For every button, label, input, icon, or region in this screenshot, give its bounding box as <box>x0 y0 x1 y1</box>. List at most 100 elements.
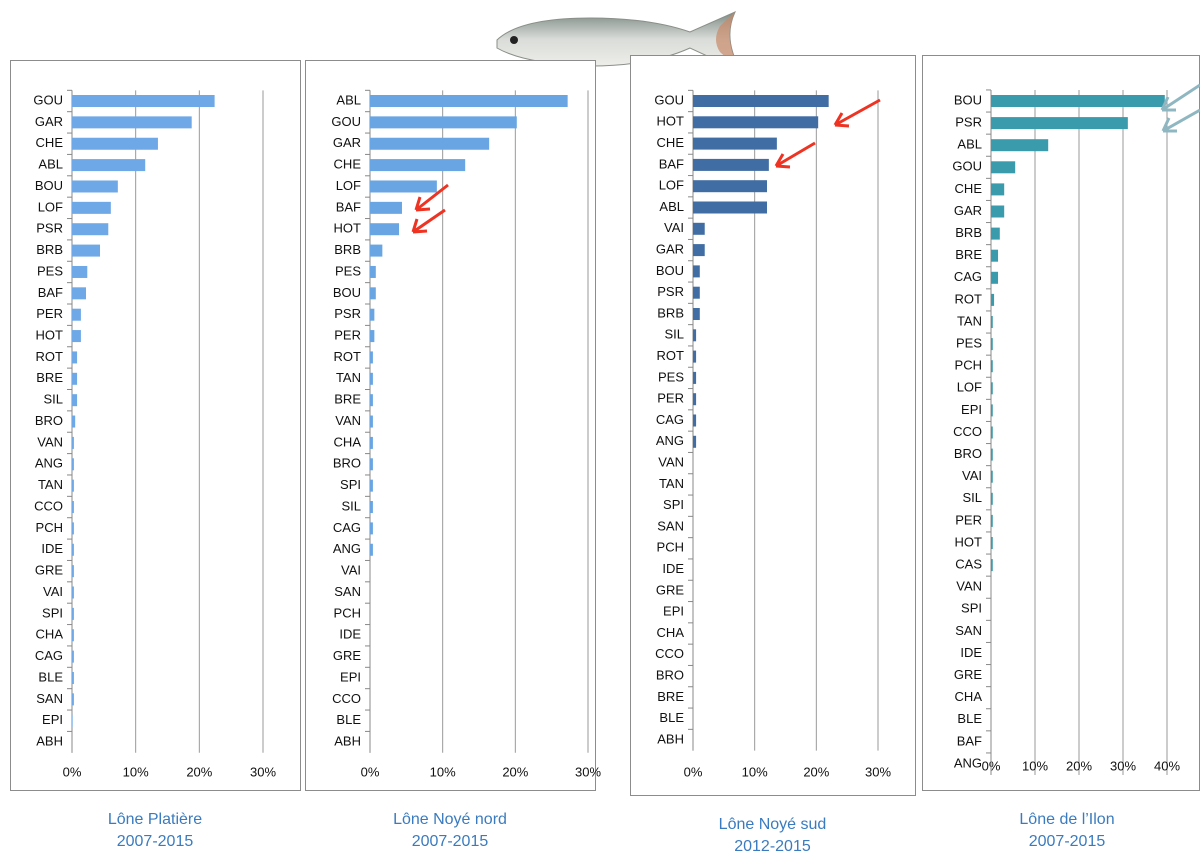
y-tick-label: ROT <box>657 348 685 363</box>
bar <box>693 244 705 257</box>
y-tick-label: ANG <box>333 541 361 556</box>
bar <box>370 159 466 172</box>
y-tick-label: BRB <box>657 305 684 320</box>
y-tick-label: HOT <box>334 221 362 236</box>
y-tick-label: SIL <box>962 490 982 505</box>
bar <box>72 693 74 706</box>
bar <box>72 671 74 684</box>
x-tick-label: 20% <box>502 764 528 779</box>
y-tick-label: VAN <box>335 413 361 428</box>
y-tick-label: ROT <box>36 349 64 364</box>
y-tick-label: PES <box>658 369 684 384</box>
x-tick-label: 0% <box>63 764 82 779</box>
y-tick-label: ABL <box>336 92 361 107</box>
y-tick-label: SIL <box>43 392 63 407</box>
y-tick-label: CCO <box>332 691 361 706</box>
y-tick-label: CAS <box>955 557 982 572</box>
y-tick-label: PSR <box>955 115 982 130</box>
bar <box>370 308 375 321</box>
y-tick-label: GRE <box>954 667 983 682</box>
y-tick-label: SAN <box>334 584 361 599</box>
y-tick-label: PES <box>335 263 361 278</box>
x-tick-label: 30% <box>250 764 276 779</box>
y-tick-label: BRE <box>36 370 63 385</box>
bar <box>370 244 383 257</box>
y-tick-label: CCO <box>953 424 982 439</box>
bar <box>370 180 437 193</box>
x-tick-label: 40% <box>1154 758 1180 773</box>
y-tick-label: CHE <box>955 181 983 196</box>
bar <box>72 180 118 193</box>
y-tick-label: GOU <box>331 114 361 129</box>
bar <box>72 607 74 620</box>
y-tick-label: CAG <box>35 648 63 663</box>
bar <box>693 371 697 384</box>
y-tick-label: SAN <box>955 623 982 638</box>
bar <box>370 223 400 236</box>
y-tick-label: BAF <box>38 285 63 300</box>
x-tick-label: 10% <box>430 764 456 779</box>
bar <box>693 265 700 278</box>
x-tick-label: 20% <box>1066 758 1092 773</box>
y-tick-label: HOT <box>657 114 685 129</box>
bar <box>693 201 767 214</box>
x-tick-label: 30% <box>1110 758 1136 773</box>
y-tick-label: BOU <box>954 92 982 107</box>
chart-subtitle: 2007-2015 <box>117 833 194 850</box>
bar <box>991 95 1165 107</box>
bar <box>693 116 819 129</box>
bar <box>72 95 215 107</box>
y-tick-label: ABL <box>957 137 982 152</box>
y-tick-label: HOT <box>955 534 983 549</box>
bar <box>991 404 993 417</box>
y-tick-label: CHE <box>334 157 362 172</box>
bar <box>370 372 373 385</box>
annotation-arrows <box>411 83 1200 234</box>
y-tick-label: VAI <box>341 563 361 578</box>
y-tick-label: CAG <box>656 412 684 427</box>
y-tick-label: CHA <box>36 627 64 642</box>
bar <box>72 287 87 300</box>
y-tick-label: TAN <box>336 370 361 385</box>
y-tick-label: PER <box>36 306 63 321</box>
x-tick-label: 0% <box>684 764 703 779</box>
bar <box>693 393 697 406</box>
bar <box>991 183 1005 196</box>
chart-panel: 0% 10% 20% 30% GOU GAR CHE ABL BOU LOF PSR BRB PES BA… <box>10 60 301 850</box>
bar <box>693 180 767 193</box>
y-tick-label: GAR <box>35 114 63 129</box>
bar <box>370 287 376 300</box>
y-tick-label: BRO <box>954 446 982 461</box>
bar <box>72 223 109 236</box>
y-tick-label: PSR <box>334 306 361 321</box>
y-tick-label: GRE <box>656 582 685 597</box>
y-tick-label: BOU <box>35 178 63 193</box>
y-tick-label: PES <box>37 263 63 278</box>
y-tick-label: PCH <box>334 605 361 620</box>
y-tick-label: SPI <box>961 601 982 616</box>
y-tick-label: CHA <box>657 625 685 640</box>
y-tick-label: VAN <box>37 434 63 449</box>
bar <box>72 201 111 214</box>
y-tick-label: VAI <box>664 220 684 235</box>
chart-subtitle: 2012-2015 <box>734 838 811 854</box>
x-tick-label: 30% <box>575 764 601 779</box>
y-tick-label: BRB <box>334 242 361 257</box>
bar <box>991 360 993 373</box>
bar <box>693 286 700 299</box>
y-tick-label: PCH <box>955 358 982 373</box>
bar <box>991 492 993 505</box>
y-tick-label: CAG <box>954 269 982 284</box>
chart-panel: 0% 10% 20% 30% GOU HOT CHE BAF LOF ABL VAI GAR BOU PS… <box>630 55 916 854</box>
y-tick-label: BLE <box>957 711 982 726</box>
bar <box>693 137 777 150</box>
y-tick-label: IDE <box>41 541 63 556</box>
panel-frame <box>10 60 301 791</box>
bar <box>370 265 376 278</box>
y-tick-label: HOT <box>36 328 64 343</box>
bar <box>370 116 517 129</box>
y-tick-label: EPI <box>340 669 361 684</box>
y-tick-label: SAN <box>657 518 684 533</box>
y-tick-label: PSR <box>657 284 684 299</box>
